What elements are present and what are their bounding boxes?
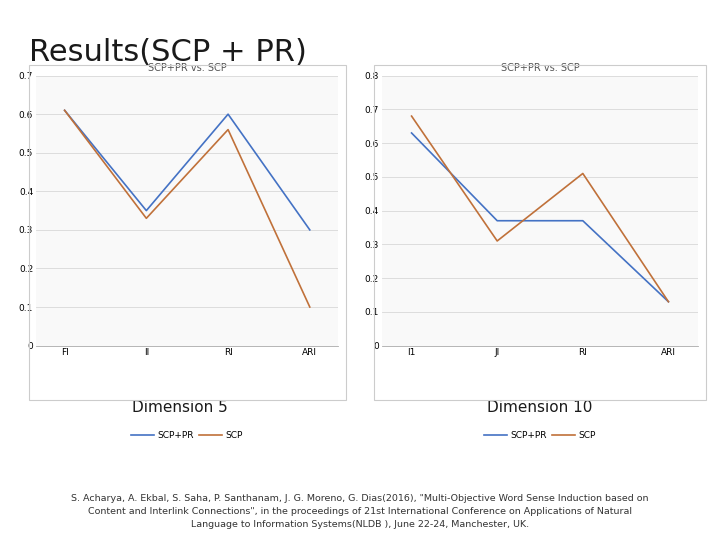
SCP+PR	[142, 207, 150, 214]
SCP	[142, 215, 150, 221]
Legend: SCP+PR, SCP: SCP+PR, SCP	[480, 428, 600, 444]
SCP+PR	[224, 111, 233, 117]
Text: S. Acharya, A. Ekbal, S. Saha, P. Santhanam, J. G. Moreno, G. Dias(2016), "Multi: S. Acharya, A. Ekbal, S. Saha, P. Santha…	[71, 494, 649, 529]
SCP	[578, 170, 587, 177]
SCP+PR	[60, 107, 69, 113]
SCP+PR	[408, 130, 416, 136]
Text: Results(SCP + PR): Results(SCP + PR)	[29, 38, 307, 67]
Text: Dimension 10: Dimension 10	[487, 400, 593, 415]
SCP	[493, 238, 502, 244]
SCP	[305, 304, 314, 310]
SCP	[224, 126, 233, 133]
Line: SCP+PR: SCP+PR	[412, 133, 668, 302]
Title: SCP+PR vs. SCP: SCP+PR vs. SCP	[500, 63, 580, 73]
SCP+PR	[493, 218, 502, 224]
SCP+PR	[578, 218, 587, 224]
SCP+PR	[664, 299, 672, 305]
SCP	[408, 113, 416, 119]
SCP	[664, 299, 672, 305]
Legend: SCP+PR, SCP: SCP+PR, SCP	[127, 428, 247, 444]
Line: SCP: SCP	[412, 116, 668, 302]
Text: Dimension 5: Dimension 5	[132, 400, 228, 415]
Line: SCP+PR: SCP+PR	[65, 110, 310, 230]
Title: SCP+PR vs. SCP: SCP+PR vs. SCP	[148, 63, 227, 73]
SCP+PR	[305, 227, 314, 233]
SCP	[60, 107, 69, 113]
Line: SCP: SCP	[65, 110, 310, 307]
